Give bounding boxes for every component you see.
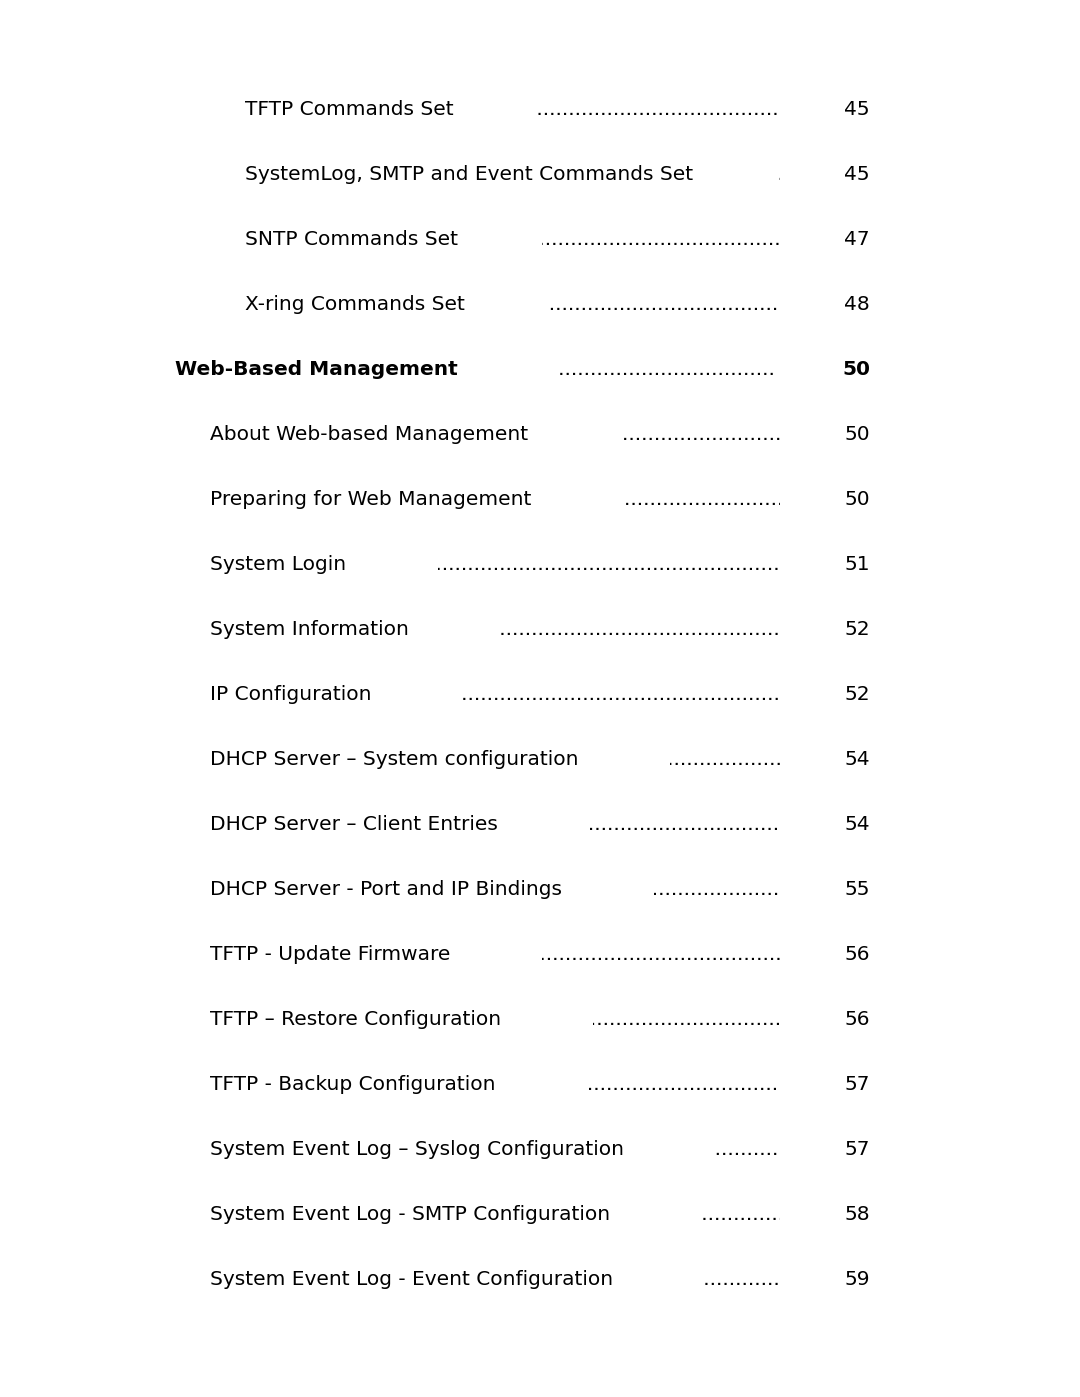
Bar: [593, 1016, 780, 1039]
Text: ................................................................................: ........................................…: [334, 880, 1080, 900]
Bar: [590, 820, 780, 845]
Bar: [557, 365, 778, 390]
Text: ................................................................................: ........................................…: [226, 555, 991, 574]
Bar: [705, 1275, 780, 1301]
Text: 54: 54: [845, 750, 870, 768]
Text: 47: 47: [845, 231, 870, 249]
Text: IP Configuration: IP Configuration: [210, 685, 372, 704]
Text: X-ring Commands Set: X-ring Commands Set: [245, 295, 464, 314]
Text: ................................................................................: ........................................…: [319, 490, 1080, 509]
Text: System Information: System Information: [210, 620, 409, 638]
Text: Preparing for Web Management: Preparing for Web Management: [210, 490, 531, 509]
Text: 57: 57: [845, 1140, 870, 1160]
Bar: [542, 950, 780, 975]
Text: ................................................................................: ........................................…: [359, 1206, 1080, 1224]
Text: ................................................................................: ........................................…: [239, 685, 1004, 704]
Text: DHCP Server - Port and IP Bindings: DHCP Server - Port and IP Bindings: [210, 880, 562, 900]
Text: 48: 48: [845, 295, 870, 314]
Text: ................................................................................: ........................................…: [282, 295, 1047, 314]
Text: 59: 59: [845, 1270, 870, 1289]
Text: 52: 52: [845, 685, 870, 704]
Text: 56: 56: [845, 1010, 870, 1030]
Text: ................................................................................: ........................................…: [279, 944, 1043, 964]
Text: SystemLog, SMTP and Event Commands Set: SystemLog, SMTP and Event Commands Set: [245, 165, 693, 184]
Text: ................................................................................: ........................................…: [302, 814, 1067, 834]
Text: ................................................................................: ........................................…: [303, 1010, 1069, 1030]
Text: System Login: System Login: [210, 555, 346, 574]
Text: DHCP Server – System configuration: DHCP Server – System configuration: [210, 750, 579, 768]
Bar: [716, 1146, 780, 1171]
Bar: [702, 1210, 780, 1235]
Text: TFTP – Restore Configuration: TFTP – Restore Configuration: [210, 1010, 501, 1030]
Text: TFTP - Update Firmware: TFTP - Update Firmware: [210, 944, 450, 964]
Bar: [777, 170, 780, 196]
Text: ................................................................................: ........................................…: [258, 620, 1023, 638]
Bar: [538, 105, 780, 130]
Text: Web-Based Management: Web-Based Management: [175, 360, 458, 379]
Text: ................................................................................: ........................................…: [276, 101, 1041, 119]
Text: ................................................................................: ........................................…: [342, 750, 1080, 768]
Bar: [588, 1080, 780, 1105]
Bar: [501, 624, 780, 650]
Text: ................................................................................: ........................................…: [365, 1140, 1080, 1160]
Bar: [463, 690, 780, 715]
Text: TFTP Commands Set: TFTP Commands Set: [245, 101, 454, 119]
Text: 58: 58: [845, 1206, 870, 1224]
Text: ................................................................................: ........................................…: [285, 360, 1050, 379]
Text: 52: 52: [845, 620, 870, 638]
Bar: [437, 560, 780, 585]
Text: 51: 51: [845, 555, 870, 574]
Bar: [549, 300, 780, 326]
Text: 45: 45: [845, 165, 870, 184]
Text: ................................................................................: ........................................…: [360, 1270, 1080, 1289]
Text: ................................................................................: ........................................…: [301, 1076, 1066, 1094]
Bar: [671, 754, 780, 780]
Text: TFTP - Backup Configuration: TFTP - Backup Configuration: [210, 1076, 496, 1094]
Text: 55: 55: [845, 880, 870, 900]
Text: SNTP Commands Set: SNTP Commands Set: [245, 231, 458, 249]
Text: About Web-based Management: About Web-based Management: [210, 425, 528, 444]
Bar: [653, 886, 780, 909]
Text: ................................................................................: ........................................…: [395, 165, 1080, 184]
Text: ................................................................................: ........................................…: [279, 231, 1043, 249]
Bar: [542, 235, 780, 260]
Text: System Event Log - SMTP Configuration: System Event Log - SMTP Configuration: [210, 1206, 610, 1224]
Text: 56: 56: [845, 944, 870, 964]
Bar: [623, 495, 780, 520]
Text: 54: 54: [845, 814, 870, 834]
Text: 45: 45: [845, 101, 870, 119]
Text: System Event Log – Syslog Configuration: System Event Log – Syslog Configuration: [210, 1140, 624, 1160]
Text: 57: 57: [845, 1076, 870, 1094]
Text: 50: 50: [845, 490, 870, 509]
Text: System Event Log - Event Configuration: System Event Log - Event Configuration: [210, 1270, 613, 1289]
Bar: [620, 430, 780, 455]
Text: 50: 50: [845, 425, 870, 444]
Text: 50: 50: [842, 360, 870, 379]
Text: DHCP Server – Client Entries: DHCP Server – Client Entries: [210, 814, 498, 834]
Text: ................................................................................: ........................................…: [318, 425, 1080, 444]
